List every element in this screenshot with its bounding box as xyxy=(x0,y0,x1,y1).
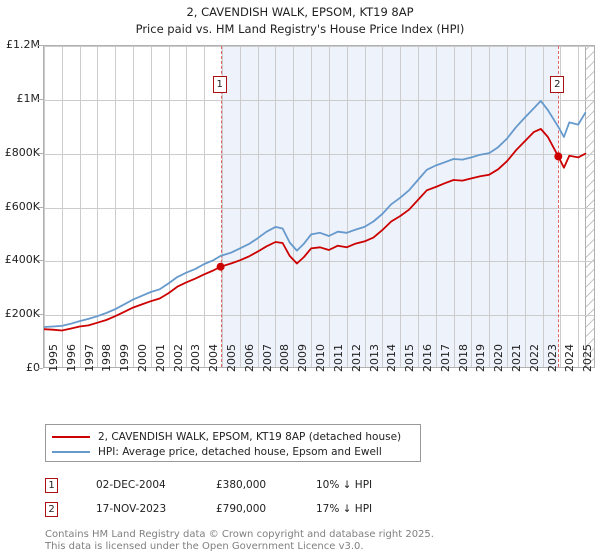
price-chart-plot-area[interactable] xyxy=(43,45,595,368)
y-axis-tick-label: £1M xyxy=(16,91,41,105)
x-axis-tick-label: 2006 xyxy=(242,344,256,372)
x-axis-tick-label: 2009 xyxy=(296,344,310,372)
x-axis-tick-label: 2015 xyxy=(403,344,417,372)
transaction-date: 17-NOV-2023 xyxy=(96,503,167,515)
x-axis-tick-label: 2023 xyxy=(545,344,559,372)
page-subtitle: Price paid vs. HM Land Registry's House … xyxy=(135,22,465,36)
chart-event-badge[interactable]: 1 xyxy=(212,76,227,93)
y-axis-tick-label: £400K xyxy=(4,253,40,267)
footer-line-2: This data is licensed under the Open Gov… xyxy=(45,541,364,552)
x-axis-tick-label: 2022 xyxy=(527,344,541,372)
legend-swatch-hpi xyxy=(52,451,90,453)
x-axis-tick-label: 2025 xyxy=(581,344,595,372)
x-axis-tick-label: 1997 xyxy=(82,344,96,372)
x-axis-tick-label: 2017 xyxy=(438,344,452,372)
x-axis-tick-label: 1995 xyxy=(47,344,60,372)
x-axis-tick-label: 2010 xyxy=(314,344,328,372)
legend-label-price-paid: 2, CAVENDISH WALK, EPSOM, KT19 8AP (deta… xyxy=(98,431,402,443)
table-row[interactable]: 2 17-NOV-2023 £790,000 17% ↓ HPI xyxy=(45,497,465,521)
table-row[interactable]: 1 02-DEC-2004 £380,000 10% ↓ HPI xyxy=(45,473,465,497)
y-axis-tick-label: £1.2M xyxy=(6,38,40,51)
x-axis-tick-label: 2000 xyxy=(136,344,150,372)
x-axis-tick-label: 2007 xyxy=(260,344,274,372)
y-axis-tick-label: £0 xyxy=(26,361,40,374)
chart-event-badge[interactable]: 2 xyxy=(550,76,565,93)
transaction-hpi-delta: 17% ↓ HPI xyxy=(316,503,373,515)
legend-item-price-paid: 2, CAVENDISH WALK, EPSOM, KT19 8AP (deta… xyxy=(52,430,414,444)
y-axis-tick xyxy=(38,368,43,369)
transaction-badge: 1 xyxy=(45,477,58,493)
copyright-footer: Contains HM Land Registry data © Crown c… xyxy=(45,529,565,553)
y-axis-tick-label: £800K xyxy=(4,145,40,159)
legend-item-hpi: HPI: Average price, detached house, Epso… xyxy=(52,445,414,459)
x-axis-tick-label: 1999 xyxy=(118,344,132,372)
x-axis-tick-label: 2005 xyxy=(225,344,239,372)
chart-legend: 2, CAVENDISH WALK, EPSOM, KT19 8AP (deta… xyxy=(45,424,421,462)
x-axis-tick-label: 2021 xyxy=(509,344,523,372)
x-axis-tick-label: 1996 xyxy=(64,344,78,372)
x-axis-tick-label: 2002 xyxy=(171,344,185,372)
legend-swatch-price-paid xyxy=(52,436,90,438)
page-title: 2, CAVENDISH WALK, EPSOM, KT19 8AP xyxy=(186,5,414,19)
x-axis-tick-label: 2016 xyxy=(420,344,434,372)
x-axis-tick-label: 2004 xyxy=(207,344,221,372)
transaction-badge: 2 xyxy=(45,501,58,517)
x-axis-tick-label: 2001 xyxy=(153,344,167,372)
transaction-list: 1 02-DEC-2004 £380,000 10% ↓ HPI 2 17-NO… xyxy=(45,473,465,521)
x-axis-tick-label: 2012 xyxy=(349,344,363,372)
legend-label-hpi: HPI: Average price, detached house, Epso… xyxy=(98,446,382,458)
x-axis-tick-label: 2014 xyxy=(385,344,399,372)
x-axis-tick-label: 2011 xyxy=(331,344,345,372)
chart-title-block: 2, CAVENDISH WALK, EPSOM, KT19 8AP Price… xyxy=(0,4,600,38)
transaction-price: £380,000 xyxy=(216,479,267,491)
x-axis-tick-label: 2013 xyxy=(367,344,381,372)
transaction-hpi-delta: 10% ↓ HPI xyxy=(316,479,373,491)
transaction-price: £790,000 xyxy=(216,503,267,515)
y-axis-tick-label: £200K xyxy=(4,307,40,321)
x-axis-tick-label: 2024 xyxy=(563,344,577,372)
footer-line-1: Contains HM Land Registry data © Crown c… xyxy=(45,529,434,540)
x-axis-tick-label: 2018 xyxy=(456,344,470,372)
transaction-date: 02-DEC-2004 xyxy=(96,479,166,491)
x-axis-tick-label: 2008 xyxy=(278,344,292,372)
future-projection-hatch xyxy=(585,46,594,367)
chart-series-lines xyxy=(44,100,587,332)
x-axis-tick-label: 2020 xyxy=(492,344,506,372)
x-axis-tick-label: 2019 xyxy=(474,344,488,372)
x-axis-tick-label: 1998 xyxy=(100,344,114,372)
x-axis-tick-label: 2003 xyxy=(189,344,203,372)
y-axis-tick-label: £600K xyxy=(4,199,40,213)
